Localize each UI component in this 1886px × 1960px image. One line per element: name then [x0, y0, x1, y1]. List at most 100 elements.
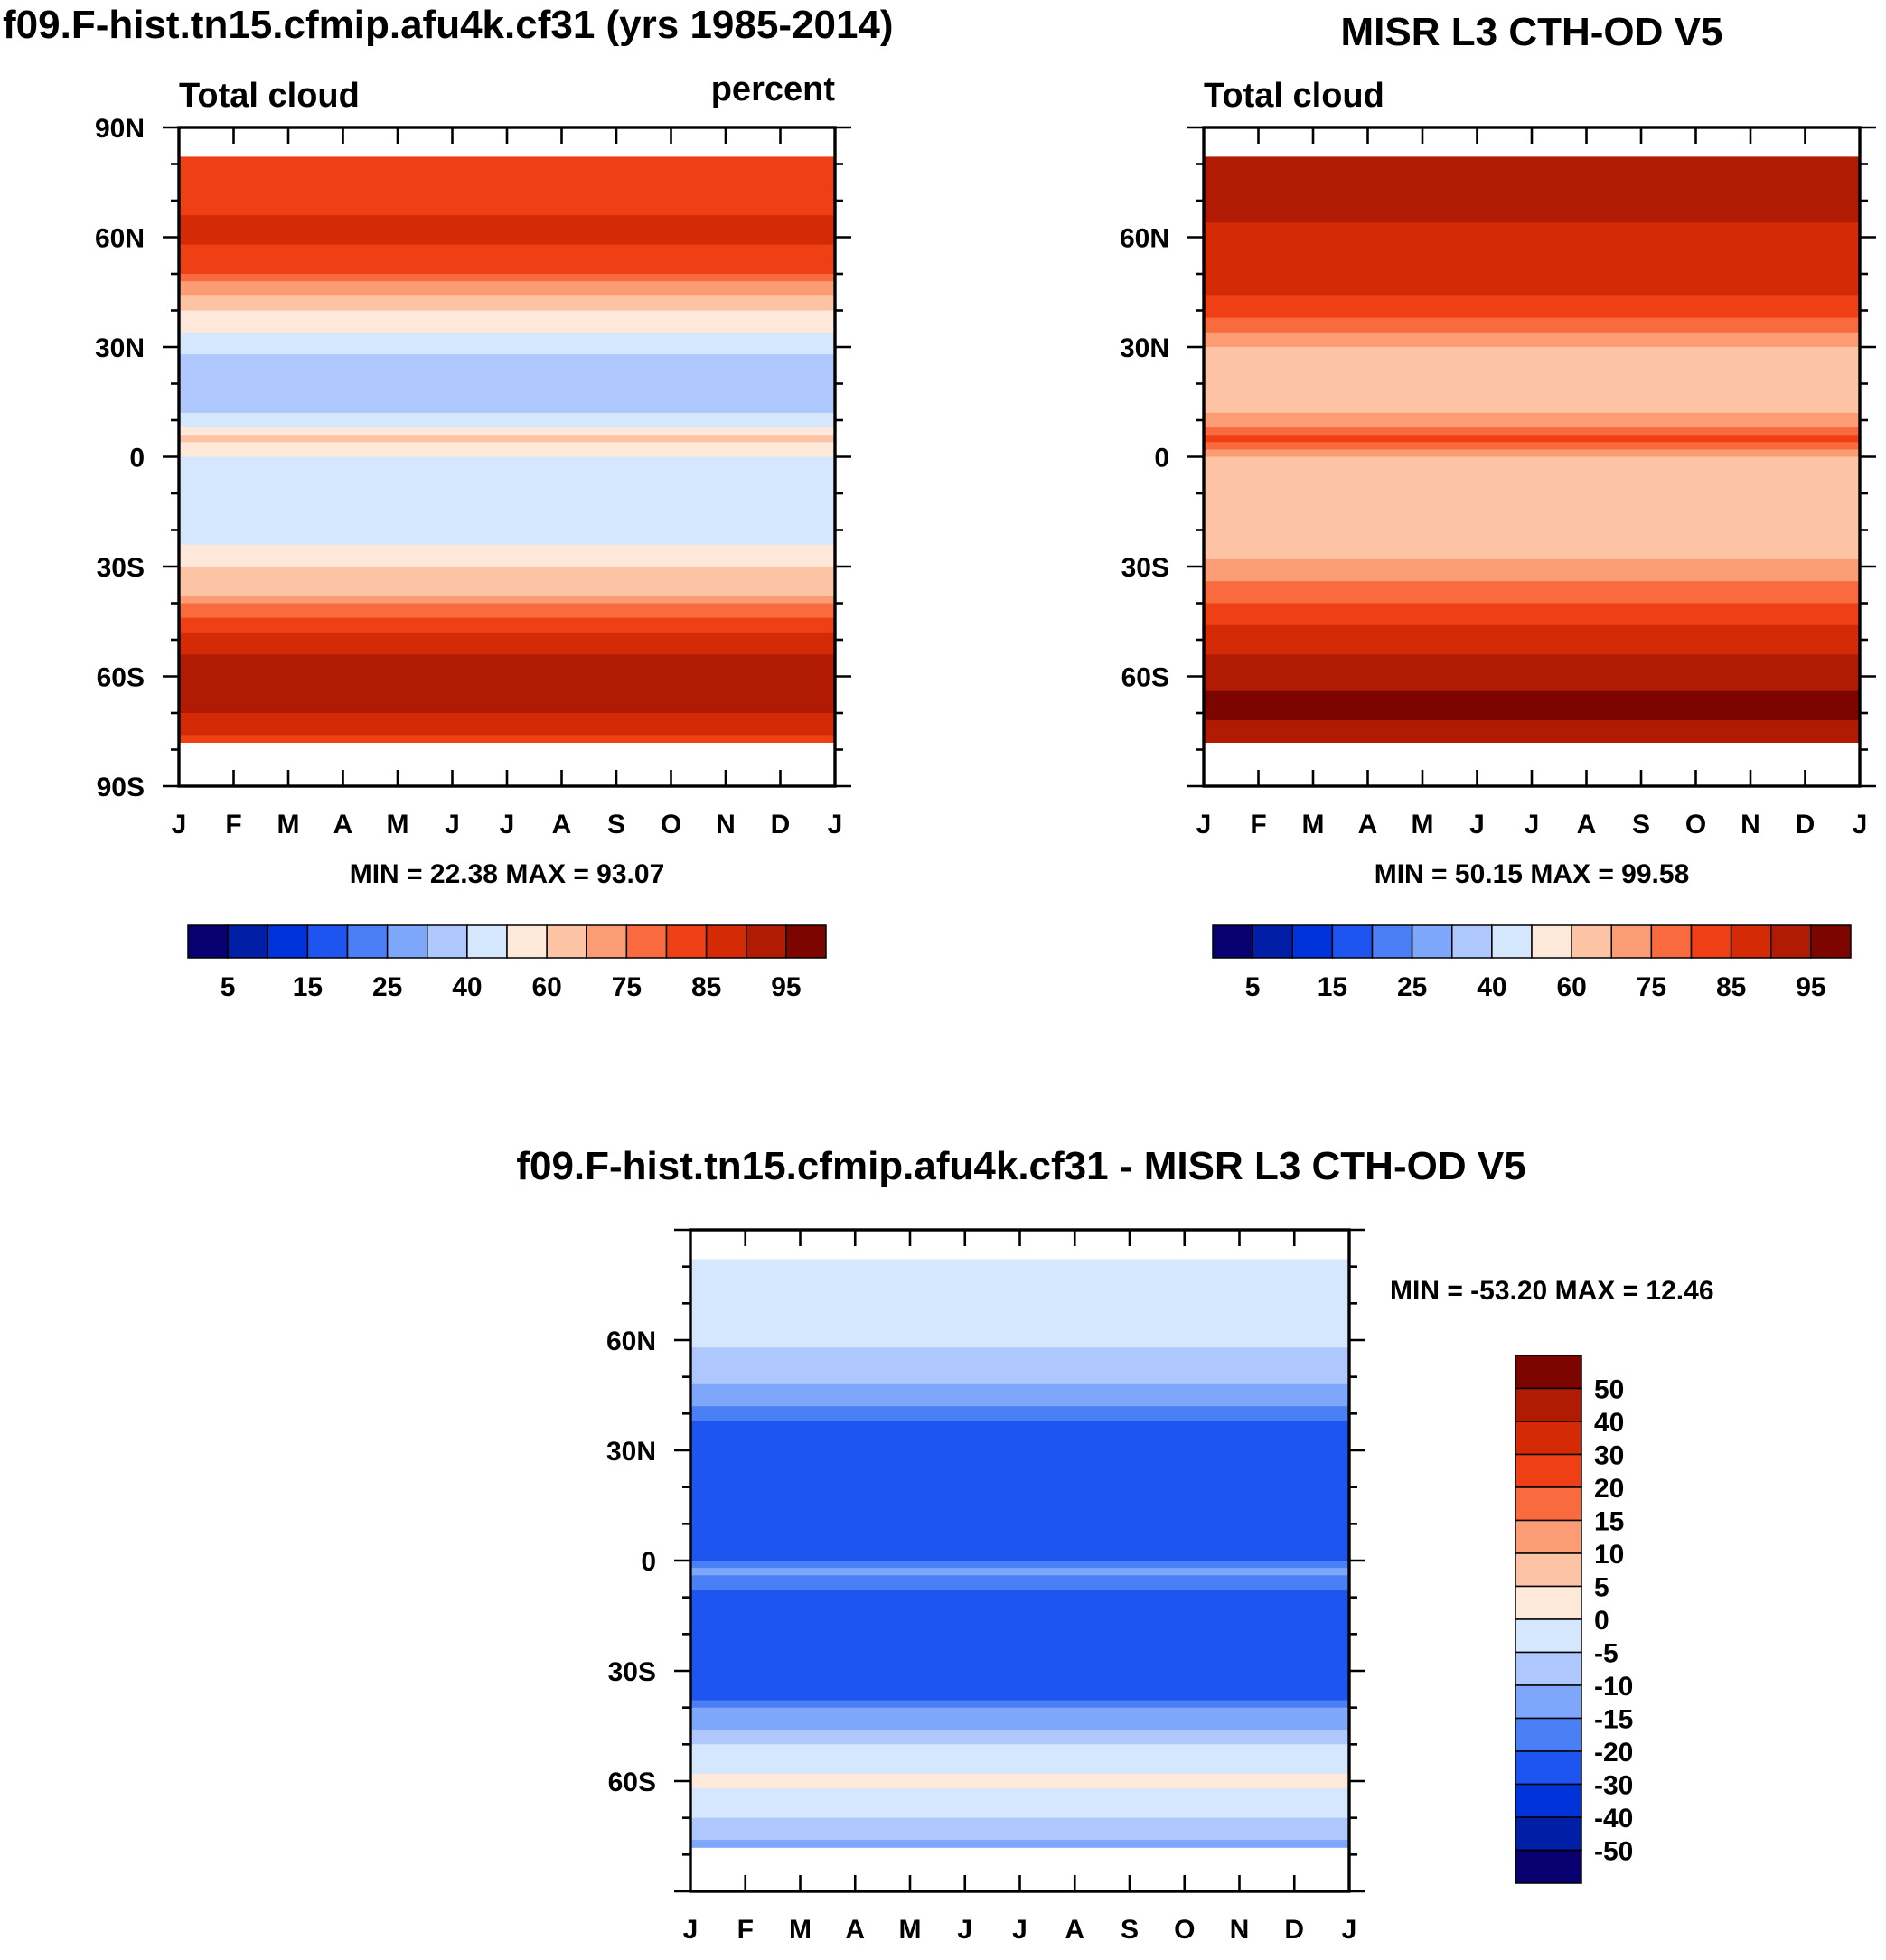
- difference-contour-band: [690, 1810, 1349, 1819]
- model-contour-band: [179, 339, 835, 348]
- difference-colorbar-label: -20: [1594, 1738, 1633, 1768]
- model-colorbar-box: [705, 924, 747, 959]
- difference-contour-band: [690, 1465, 1349, 1473]
- model-contour-band: [179, 332, 835, 341]
- model-x-tick-label: O: [661, 810, 681, 839]
- misr-contour-band: [1204, 676, 1860, 685]
- misr-contour-band: [1204, 617, 1860, 626]
- model-contour-band: [179, 295, 835, 304]
- misr-contour-band: [1204, 164, 1860, 173]
- misr-contour-band: [1204, 522, 1860, 531]
- difference-contour-band: [690, 1648, 1349, 1657]
- misr-colorbar-box: [1571, 924, 1612, 959]
- difference-contour-band: [690, 1832, 1349, 1841]
- model-colorbar-label: 75: [612, 972, 642, 1002]
- difference-colorbar-label: 0: [1594, 1606, 1609, 1636]
- model-y-ticks: 90N 60N 30N 0 30S 60S 90S: [95, 114, 851, 802]
- model-colorbar-box: [746, 924, 787, 959]
- misr-contour-band: [1204, 310, 1860, 319]
- misr-contour-band: [1204, 647, 1860, 655]
- model-contour-band: [179, 720, 835, 728]
- model-contour-band: [179, 281, 835, 289]
- difference-colorbar-label: -10: [1594, 1672, 1633, 1702]
- misr-contour-band: [1204, 237, 1860, 246]
- misr-colorbar-label: 75: [1637, 972, 1666, 1002]
- difference-contour-band: [690, 1773, 1349, 1782]
- difference-contour-band: [690, 1516, 1349, 1524]
- difference-contour-band: [690, 1655, 1349, 1665]
- misr-colorbar-box: [1810, 924, 1852, 959]
- difference-contour-band: [690, 1376, 1349, 1385]
- model-contour-band: [179, 420, 835, 428]
- difference-contour-band: [690, 1369, 1349, 1378]
- model-colorbar-box: [346, 924, 389, 959]
- difference-contour-band: [690, 1296, 1349, 1304]
- misr-y-ticks: 60N 30N 0 30S 60S: [1120, 126, 1876, 788]
- model-contour-band: [179, 727, 835, 736]
- model-contour-band: [179, 208, 835, 216]
- model-contour-band: [179, 574, 835, 582]
- difference-x-tick-label: S: [1121, 1915, 1139, 1945]
- misr-contour-band: [1204, 230, 1860, 239]
- difference-contour-band: [690, 1362, 1349, 1371]
- misr-contour-band: [1204, 171, 1860, 180]
- model-contour-band: [179, 551, 835, 560]
- difference-contour-band: [690, 1421, 1349, 1430]
- model-contour-band: [179, 192, 835, 202]
- misr-contour-band: [1204, 201, 1860, 209]
- misr-contour-band: [1204, 369, 1860, 377]
- model-contour-band: [179, 654, 835, 662]
- misr-contour-band: [1204, 632, 1860, 641]
- misr-x-tick-label: J: [1469, 810, 1485, 839]
- difference-colorbar-box: [1515, 1355, 1582, 1390]
- misr-contour-band: [1204, 515, 1860, 523]
- misr-colorbar-box: [1451, 924, 1493, 959]
- misr-y-tick-label: 60S: [1121, 663, 1169, 693]
- misr-panel: MISR L3 CTH-OD V5 Total cloud J F M A M J J A S O…: [1120, 10, 1876, 1002]
- model-colorbar-box: [586, 924, 628, 959]
- model-contour-band: [179, 690, 835, 699]
- difference-y-ticks: 60N 30N 0 30S 60S: [606, 1228, 1365, 1893]
- misr-panel-title: MISR L3 CTH-OD V5: [1341, 10, 1723, 54]
- model-contour-band: [179, 508, 835, 516]
- difference-x-tick-label: A: [1065, 1915, 1084, 1945]
- misr-colorbar-box: [1770, 924, 1812, 959]
- misr-contour-band: [1204, 530, 1860, 539]
- misr-contour-band: [1204, 574, 1860, 582]
- model-y-tick-label: 90N: [95, 114, 145, 144]
- model-contour-band: [179, 156, 835, 165]
- model-colorbar-box: [386, 924, 428, 959]
- model-contour-band: [179, 537, 835, 546]
- misr-contour-band: [1204, 596, 1860, 605]
- misr-colorbar-box: [1331, 924, 1374, 959]
- difference-contour-band: [690, 1428, 1349, 1437]
- difference-contour-band: [690, 1280, 1349, 1289]
- misr-x-tick-label: A: [1577, 810, 1597, 839]
- difference-contour-band: [690, 1627, 1349, 1635]
- model-x-tick-label: N: [716, 810, 736, 839]
- model-contour-band: [179, 705, 835, 714]
- misr-contour-band: [1204, 332, 1860, 341]
- misr-contour-band: [1204, 192, 1860, 202]
- misr-contour-band: [1204, 558, 1860, 567]
- difference-colorbar-label: 20: [1594, 1474, 1624, 1504]
- misr-x-tick-label: M: [1412, 810, 1434, 839]
- misr-contour-plot: [1204, 156, 1860, 743]
- misr-contour-band: [1204, 383, 1860, 392]
- difference-contour-band: [690, 1479, 1349, 1488]
- misr-x-tick-label: A: [1358, 810, 1378, 839]
- model-contour-band: [179, 222, 835, 230]
- misr-contour-band: [1204, 303, 1860, 312]
- misr-contour-band: [1204, 244, 1860, 253]
- misr-contour-band: [1204, 537, 1860, 546]
- misr-contour-band: [1204, 317, 1860, 326]
- model-colorbar-box: [227, 924, 268, 959]
- misr-x-tick-label: F: [1250, 810, 1266, 839]
- difference-contour-band: [690, 1273, 1349, 1282]
- difference-colorbar-label: 10: [1594, 1540, 1624, 1570]
- misr-contour-band: [1204, 669, 1860, 678]
- model-contour-band: [179, 266, 835, 275]
- misr-contour-band: [1204, 222, 1860, 230]
- misr-colorbar-label: 60: [1556, 972, 1586, 1002]
